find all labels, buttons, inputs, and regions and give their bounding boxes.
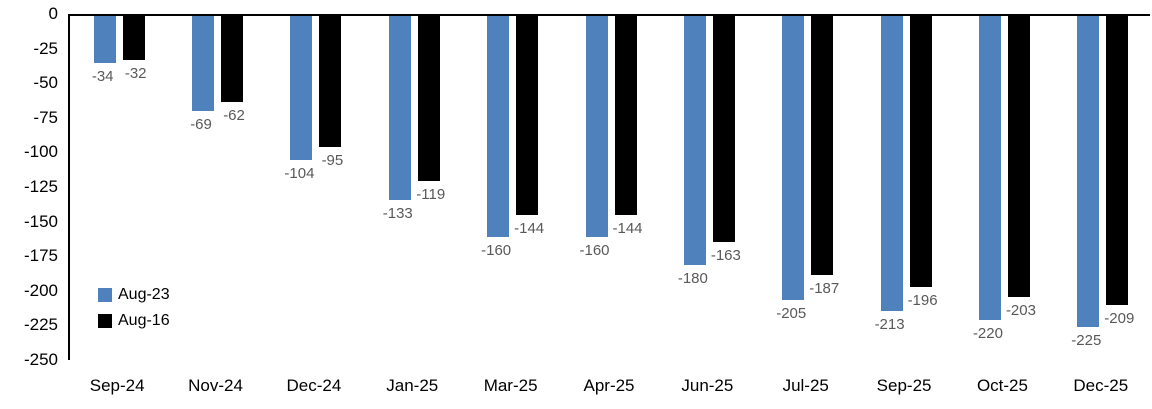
value-label: -34 xyxy=(91,68,114,86)
bar-aug-16-mar-25 xyxy=(516,16,539,216)
bar-aug-23-jan-25 xyxy=(388,16,411,201)
value-label: -205 xyxy=(776,304,807,322)
value-label: -69 xyxy=(190,116,212,134)
bar-aug-16-jun-25 xyxy=(712,16,735,242)
legend-label: Aug-16 xyxy=(118,312,170,329)
y-tick-label: -75 xyxy=(33,107,58,127)
bar-aug-16-apr-25 xyxy=(614,16,637,216)
value-label: -144 xyxy=(612,220,643,238)
value-label: -209 xyxy=(1104,310,1135,328)
bar-aug-16-jul-25 xyxy=(811,16,834,275)
x-tick-label: Jan-25 xyxy=(386,376,439,395)
y-tick-label: -150 xyxy=(23,211,58,231)
y-tick-label: -200 xyxy=(23,280,58,300)
bar-aug-16-oct-25 xyxy=(1007,16,1030,297)
plot-area: -34 -32 -69 -62 -104 -95 -133 -119 -160 -144 -160-… xyxy=(68,14,1150,360)
bar-aug-16-sep-24 xyxy=(122,16,145,61)
y-tick-label: 0 xyxy=(48,4,58,23)
x-tick-label: Dec-24 xyxy=(286,376,342,395)
bar-aug-23-nov-24 xyxy=(192,16,215,112)
value-label: -160 xyxy=(481,242,512,260)
x-tick-label: Sep-25 xyxy=(876,376,932,395)
x-tick-label: Jun-25 xyxy=(681,376,734,395)
bar-aug-23-dec-24 xyxy=(290,16,313,160)
value-label: -203 xyxy=(1005,301,1036,319)
legend-swatch-icon xyxy=(98,288,112,302)
value-label: -180 xyxy=(677,270,708,288)
value-label: -133 xyxy=(382,205,413,223)
bar-aug-23-jul-25 xyxy=(782,16,805,300)
value-label: -213 xyxy=(874,315,905,333)
value-label: -144 xyxy=(514,220,545,238)
y-tick-label: -250 xyxy=(23,350,58,369)
bar-aug-16-dec-24 xyxy=(319,16,342,148)
y-tick-label: -225 xyxy=(23,315,58,335)
x-tick-label: Dec-25 xyxy=(1073,376,1129,395)
bar-aug-23-jun-25 xyxy=(683,16,706,266)
bar-aug-23-oct-25 xyxy=(978,16,1001,321)
bar-aug-16-sep-25 xyxy=(909,16,932,288)
bar-aug-16-nov-24 xyxy=(221,16,244,102)
y-tick-label: -125 xyxy=(23,177,58,196)
value-label: -62 xyxy=(223,106,245,124)
value-label: -220 xyxy=(972,325,1003,343)
legend: Aug-23 Aug-16 xyxy=(98,286,170,338)
value-label: -32 xyxy=(124,65,147,83)
bar-aug-16-jan-25 xyxy=(417,16,440,181)
bar-aug-23-sep-25 xyxy=(880,16,903,311)
value-label: -95 xyxy=(321,152,344,170)
value-label: -187 xyxy=(809,279,840,297)
bar-aug-23-mar-25 xyxy=(487,16,510,238)
x-tick-label: Jul-25 xyxy=(782,376,829,395)
value-label: -163 xyxy=(710,246,741,264)
legend-item-aug-16: Aug-16 xyxy=(98,312,170,330)
value-label: -160 xyxy=(579,242,610,260)
legend-item-aug-23: Aug-23 xyxy=(98,286,170,304)
x-tick-label: Nov-24 xyxy=(188,376,243,395)
y-tick-label: -175 xyxy=(23,246,58,266)
x-tick-label: Oct-25 xyxy=(976,376,1028,395)
legend-label: Aug-23 xyxy=(118,286,170,303)
y-tick-label: -100 xyxy=(23,142,58,162)
bar-aug-23-apr-25 xyxy=(585,16,608,238)
x-tick-label: Sep-24 xyxy=(89,376,145,395)
x-tick-label: Apr-25 xyxy=(583,376,635,395)
value-label: -104 xyxy=(284,164,315,182)
legend-swatch-icon xyxy=(98,314,112,328)
y-tick-label: -50 xyxy=(33,73,58,93)
value-label: -119 xyxy=(416,185,446,203)
bar-aug-23-sep-24 xyxy=(93,16,116,64)
value-label: -196 xyxy=(907,292,938,310)
y-tick-label: -25 xyxy=(33,38,58,58)
x-tick-label: Mar-25 xyxy=(483,376,538,395)
bar-aug-23-dec-25 xyxy=(1077,16,1100,328)
value-label: -225 xyxy=(1071,332,1102,350)
bar-aug-16-dec-25 xyxy=(1106,16,1129,306)
